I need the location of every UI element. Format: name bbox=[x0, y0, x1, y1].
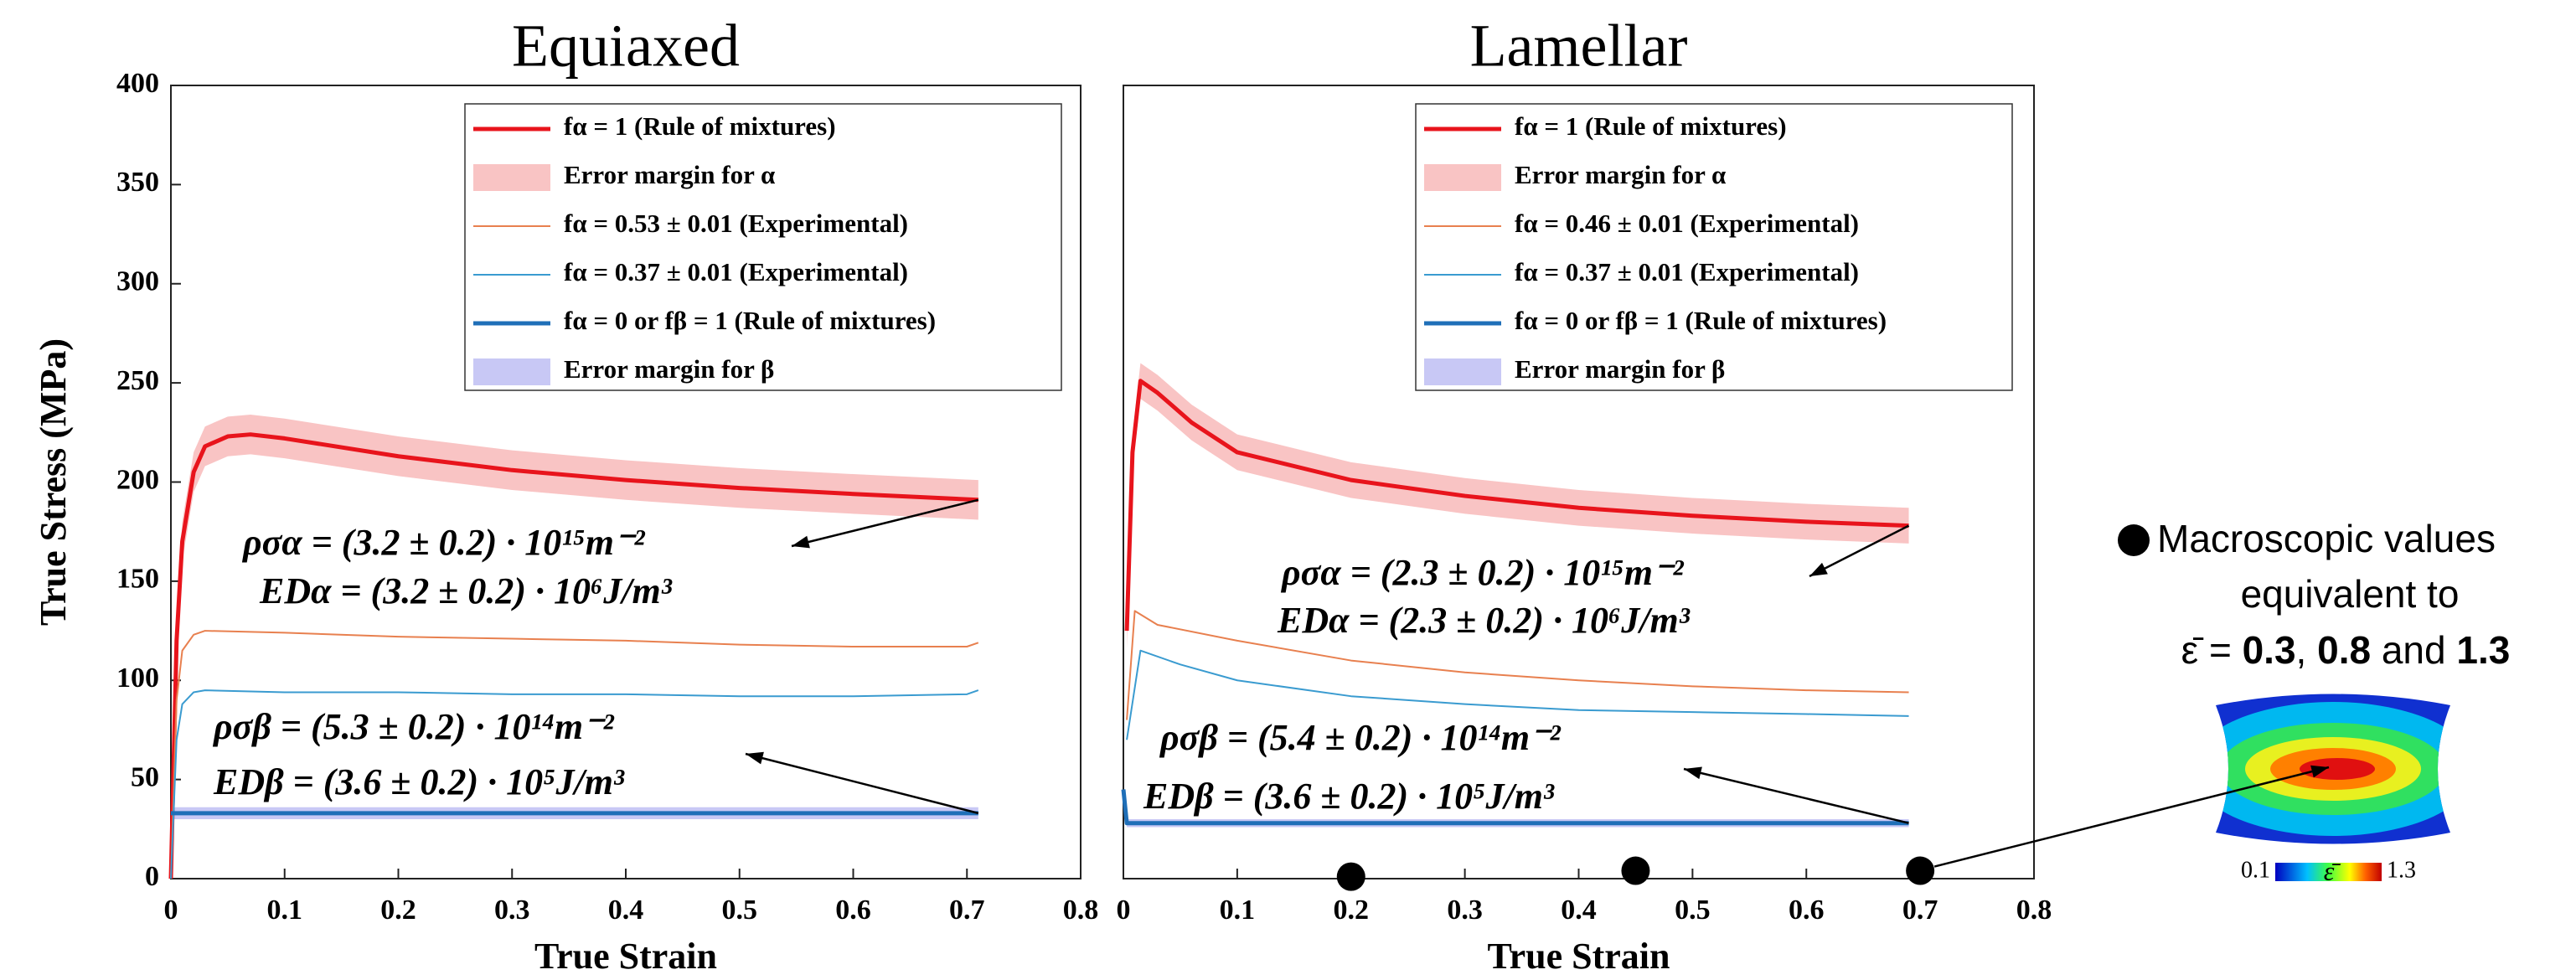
legend-label: fα = 0 or fβ = 1 (Rule of mixtures) bbox=[1515, 306, 1887, 335]
legend-label: fα = 0.46 ± 0.01 (Experimental) bbox=[1515, 209, 1859, 238]
arrow bbox=[1809, 524, 1910, 578]
line bbox=[170, 630, 979, 879]
legend-label: fα = 1 (Rule of mixtures) bbox=[564, 111, 836, 141]
legend-swatch bbox=[473, 358, 550, 385]
colorbar-label: 0.1 bbox=[2241, 857, 2270, 883]
error-band bbox=[1127, 363, 1909, 649]
x-tick-label: 0.8 bbox=[2016, 895, 2052, 926]
annotation: ρσβ = (5.4 ± 0.2) · 10¹⁴m⁻² bbox=[1159, 717, 1561, 758]
x-tick-label: 0.5 bbox=[1675, 895, 1711, 926]
formula-part: and bbox=[2371, 628, 2456, 672]
x-tick-label: 0.6 bbox=[835, 895, 871, 926]
arrow bbox=[1933, 766, 2330, 868]
chart-title: Equiaxed bbox=[512, 13, 740, 80]
line bbox=[1121, 789, 1909, 826]
formula-part: ε̄ = bbox=[2181, 628, 2243, 672]
y-tick-label: 50 bbox=[131, 761, 159, 792]
line bbox=[1124, 379, 1909, 632]
legend-label: Error margin for α bbox=[564, 160, 775, 189]
formula-part: 1.3 bbox=[2456, 628, 2510, 672]
x-tick-label: 0.4 bbox=[1561, 895, 1597, 926]
line bbox=[168, 432, 978, 879]
y-tick-label: 400 bbox=[116, 68, 159, 99]
y-tick-label: 0 bbox=[145, 861, 159, 892]
side-formula: ε̄ = 0.3, 0.8 and 1.3 bbox=[2181, 628, 2511, 672]
annotation: EDα = (2.3 ± 0.2) · 10⁶J/m³ bbox=[1277, 600, 1691, 641]
colorbar bbox=[2275, 863, 2382, 881]
x-tick-label: 0.1 bbox=[1220, 895, 1256, 926]
annotation: ρσα = (3.2 ± 0.2) · 10¹⁵m⁻² bbox=[241, 522, 645, 563]
arrow-head bbox=[1684, 766, 1702, 780]
y-tick-label: 200 bbox=[116, 464, 159, 495]
annotation: EDβ = (3.6 ± 0.2) · 10⁵J/m³ bbox=[213, 761, 625, 802]
formula-part: 0.8 bbox=[2317, 628, 2371, 672]
formula-part: 0.3 bbox=[2243, 628, 2296, 672]
marker bbox=[1906, 856, 1935, 885]
arrow bbox=[1683, 767, 1909, 824]
legend-label: fα = 0.53 ± 0.01 (Experimental) bbox=[564, 209, 908, 238]
x-tick-label: 0.3 bbox=[1447, 895, 1483, 926]
legend-label: fα = 0 or fβ = 1 (Rule of mixtures) bbox=[564, 306, 936, 335]
x-axis-label: True Strain bbox=[534, 936, 717, 977]
chart-title: Lamellar bbox=[1470, 13, 1688, 80]
x-tick-label: 0.1 bbox=[267, 895, 303, 926]
formula-part: , bbox=[2296, 628, 2318, 672]
y-axis-label: True Stress (MPa) bbox=[33, 338, 74, 626]
x-tick-label: 0.7 bbox=[949, 895, 985, 926]
line bbox=[1126, 649, 1909, 740]
x-tick-label: 0.3 bbox=[494, 895, 530, 926]
legend-marker bbox=[2118, 524, 2150, 556]
arrow-head bbox=[792, 535, 810, 549]
legend-swatch bbox=[473, 164, 550, 191]
annotation: EDβ = (3.6 ± 0.2) · 10⁵J/m³ bbox=[1143, 776, 1555, 817]
legend-swatch bbox=[1424, 358, 1501, 385]
arrow bbox=[745, 752, 979, 815]
y-tick-label: 150 bbox=[116, 564, 159, 595]
line bbox=[1126, 610, 1909, 720]
line bbox=[170, 689, 979, 879]
x-tick-label: 0.2 bbox=[380, 895, 416, 926]
colorbar-label: 1.3 bbox=[2387, 857, 2416, 883]
arrow-head bbox=[1809, 562, 1828, 576]
annotation: EDα = (3.2 ± 0.2) · 10⁶J/m³ bbox=[259, 570, 673, 611]
legend-box bbox=[464, 103, 1062, 391]
side-text: Macroscopic values bbox=[2157, 517, 2496, 560]
arrow-head bbox=[2310, 765, 2329, 778]
y-tick-label: 350 bbox=[116, 167, 159, 198]
x-tick-label: 0.2 bbox=[1334, 895, 1370, 926]
x-tick-label: 0.6 bbox=[1789, 895, 1825, 926]
marker bbox=[1336, 862, 1365, 891]
y-tick-label: 250 bbox=[116, 365, 159, 396]
marker bbox=[1621, 856, 1650, 885]
annotation: ρσα = (2.3 ± 0.2) · 10¹⁵m⁻² bbox=[1280, 552, 1684, 593]
x-tick-label: 0 bbox=[1117, 895, 1131, 926]
legend-label: Error margin for α bbox=[1515, 160, 1726, 189]
y-tick-label: 300 bbox=[116, 266, 159, 297]
legend-label: Error margin for β bbox=[564, 354, 774, 384]
x-tick-label: 0.8 bbox=[1063, 895, 1099, 926]
y-tick-label: 100 bbox=[116, 663, 159, 694]
arrow-head bbox=[746, 751, 764, 765]
legend-label: fα = 0.37 ± 0.01 (Experimental) bbox=[1515, 257, 1859, 286]
x-axis-label: True Strain bbox=[1488, 936, 1670, 977]
x-tick-label: 0.4 bbox=[608, 895, 644, 926]
x-tick-label: 0.5 bbox=[722, 895, 758, 926]
legend-swatch bbox=[1424, 164, 1501, 191]
contour-image bbox=[2216, 694, 2450, 844]
side-text: equivalent to bbox=[2241, 572, 2460, 616]
arrow bbox=[791, 498, 979, 548]
annotation: ρσβ = (5.3 ± 0.2) · 10¹⁴m⁻² bbox=[212, 706, 614, 747]
legend-label: Error margin for β bbox=[1515, 354, 1725, 384]
legend-label: fα = 0.37 ± 0.01 (Experimental) bbox=[564, 257, 908, 286]
legend-box bbox=[1415, 103, 2013, 391]
x-tick-label: 0 bbox=[164, 895, 178, 926]
x-tick-label: 0.7 bbox=[1902, 895, 1938, 926]
legend-label: fα = 1 (Rule of mixtures) bbox=[1515, 111, 1787, 141]
error-band bbox=[176, 415, 978, 661]
